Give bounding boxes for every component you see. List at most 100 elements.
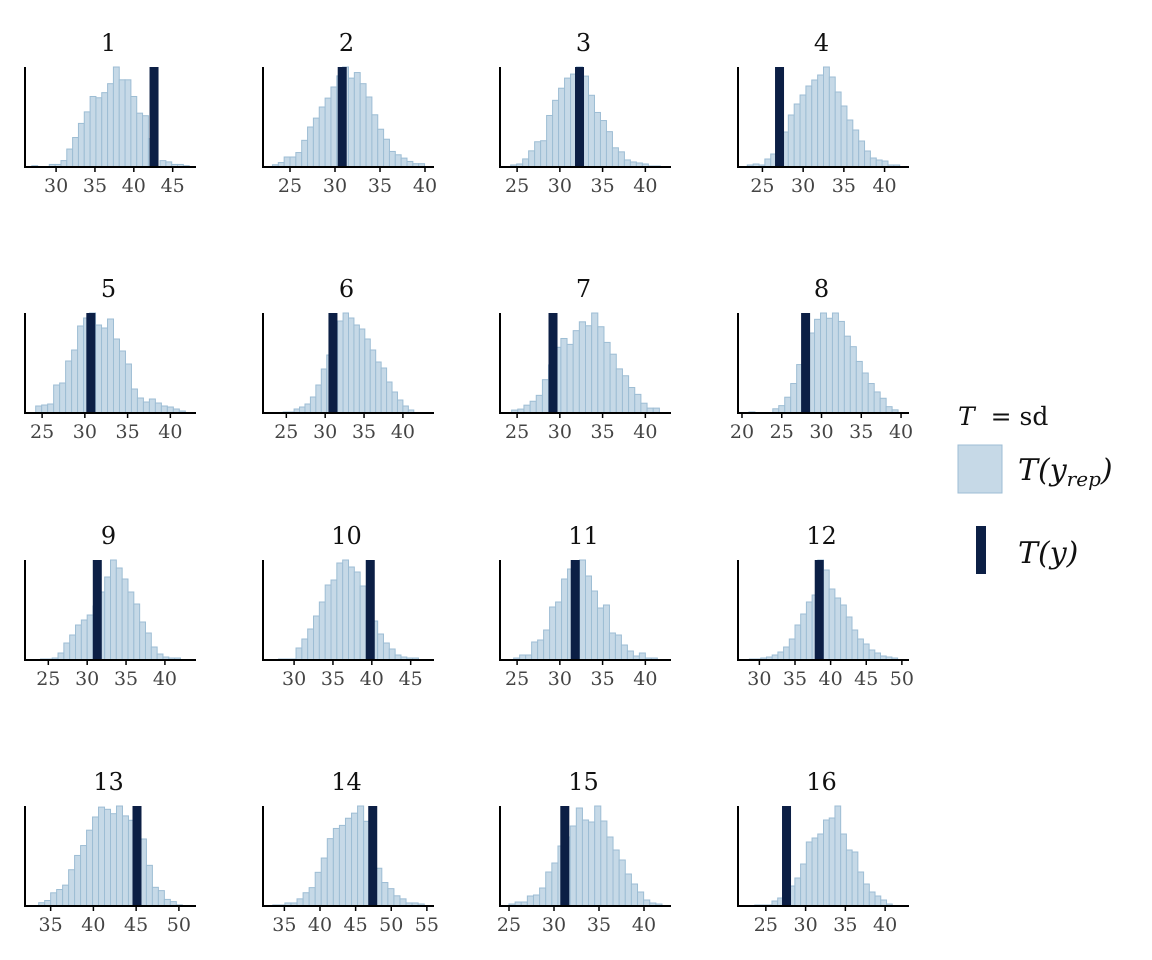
hist-bar xyxy=(799,94,807,168)
hist-bar xyxy=(65,360,73,414)
hist-bar xyxy=(136,397,144,414)
hist-bar xyxy=(371,114,379,168)
hist-bar xyxy=(309,396,317,414)
x-tick-label: 35 xyxy=(39,914,63,936)
hist-bar xyxy=(852,129,860,168)
hist-bar xyxy=(637,891,645,907)
x-tick-label: 45 xyxy=(854,668,878,690)
hist-bar xyxy=(618,859,626,907)
hist-bar xyxy=(764,158,772,168)
hist-bar xyxy=(307,126,314,168)
hist-bar xyxy=(558,87,566,168)
hist-bar xyxy=(849,346,857,414)
hist-bar xyxy=(357,805,365,907)
x-tick-label: 25 xyxy=(505,668,529,690)
hist-bar xyxy=(295,647,303,661)
observed-stat-bar xyxy=(570,560,580,660)
x-tick-label: 35 xyxy=(352,421,376,443)
hist-bar xyxy=(358,328,366,414)
hist-bar xyxy=(74,854,82,907)
hist-bar xyxy=(626,650,634,661)
hist-bar xyxy=(817,74,825,168)
x-tick-label: 30 xyxy=(791,175,815,197)
hist-bar xyxy=(541,379,550,414)
hist-bar xyxy=(823,819,830,907)
hist-bar xyxy=(62,884,70,907)
hist-bar xyxy=(83,111,91,168)
x-tick-label: 35 xyxy=(591,175,615,197)
hist-bar xyxy=(587,94,595,168)
hist-bar xyxy=(382,642,390,661)
hist-bar xyxy=(121,578,129,661)
hist-bar xyxy=(369,349,377,414)
hist-bar xyxy=(377,128,385,168)
hist-bar xyxy=(864,150,871,168)
hist-bar xyxy=(823,66,830,168)
hist-bar xyxy=(630,883,639,907)
panel-title: 16 xyxy=(806,768,837,796)
hist-bar xyxy=(130,388,138,414)
hist-bar xyxy=(608,632,616,661)
hist-bar xyxy=(396,399,404,414)
hist-bar xyxy=(107,83,114,168)
legend-rep-label: T(yrep) xyxy=(1018,453,1113,491)
hist-bar xyxy=(552,99,560,168)
hist-bar xyxy=(77,325,85,414)
x-tick-label: 30 xyxy=(548,421,572,443)
x-tick-label: 35 xyxy=(368,175,392,197)
hist-bar xyxy=(879,397,887,414)
x-tick-label: 30 xyxy=(282,668,306,690)
hist-bar xyxy=(324,97,332,168)
hist-bar xyxy=(66,148,74,168)
hist-bar xyxy=(142,115,149,168)
x-tick-label: 40 xyxy=(413,175,437,197)
legend-rep-label-main: T(y xyxy=(1018,453,1068,488)
x-tick-label: 40 xyxy=(391,421,415,443)
hist-bar xyxy=(86,829,94,907)
hist-bar xyxy=(296,898,304,907)
hist-bar xyxy=(337,320,344,414)
hist-bar xyxy=(365,96,373,168)
hist-bar xyxy=(805,85,813,168)
x-tick-label: 40 xyxy=(632,914,656,936)
x-tick-label: 35 xyxy=(587,914,611,936)
hist-bar xyxy=(80,619,88,661)
hist-bar xyxy=(817,833,825,907)
hist-bar xyxy=(784,396,792,414)
hist-bar xyxy=(302,892,310,907)
hist-bar xyxy=(857,638,864,661)
hist-bar xyxy=(353,324,360,414)
hist-bar xyxy=(788,638,796,661)
hist-bar xyxy=(546,114,554,168)
hist-bar xyxy=(790,383,798,414)
hist-bar xyxy=(840,105,848,168)
hist-bar xyxy=(359,83,367,168)
hist-bar xyxy=(585,325,593,414)
x-tick-label: 30 xyxy=(75,668,99,690)
hist-bar xyxy=(308,887,316,907)
hist-bar xyxy=(342,312,349,414)
hist-bar xyxy=(148,398,156,414)
x-tick-label: 40 xyxy=(633,668,657,690)
hist-bar xyxy=(874,895,882,907)
hist-bar xyxy=(318,106,326,168)
hist-bar xyxy=(540,140,548,168)
hist-bar xyxy=(63,642,71,661)
hist-bar xyxy=(855,360,863,414)
legend-rep-label-sub: rep xyxy=(1067,467,1101,491)
hist-bar xyxy=(874,652,881,661)
hist-bar xyxy=(351,812,359,907)
hist-bar xyxy=(588,821,596,907)
x-tick-label: 40 xyxy=(158,421,182,443)
observed-stat-bar xyxy=(548,313,558,413)
hist-bar xyxy=(320,857,328,907)
panel-title: 6 xyxy=(339,275,354,303)
panel-title: 5 xyxy=(101,275,116,303)
hist-bar xyxy=(289,156,297,168)
panel-title: 9 xyxy=(101,522,116,550)
panel-title: 15 xyxy=(568,768,599,796)
hist-bar xyxy=(612,849,620,907)
panel-title: 4 xyxy=(814,29,829,57)
hist-bar xyxy=(118,350,126,414)
